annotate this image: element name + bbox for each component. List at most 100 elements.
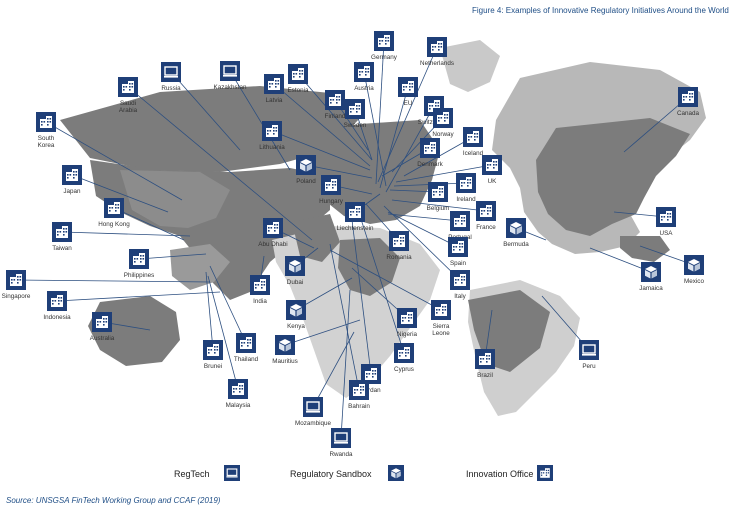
jurisdiction-label: Canada [677,110,700,117]
leader-line-singapore [15,279,211,283]
legend-regtech-label: RegTech [174,469,210,479]
leader-line-jordan [351,219,372,375]
jurisdiction-label: Dubai [287,279,303,286]
jurisdiction-label: Austria [354,85,374,92]
leader-line-latvia [273,83,371,167]
marker-australia: Australia [90,312,115,342]
marker-denmark: Denmark [417,138,444,168]
jurisdiction-label: USA [660,230,674,237]
jurisdiction-label: France [476,224,496,231]
jurisdiction-label: Mexico [684,278,704,285]
marker-canada: Canada [677,87,700,117]
jurisdiction-label: Estonia [287,87,309,94]
jurisdiction-label: Philippines [124,272,154,279]
marker-poland: Poland [296,155,316,185]
leader-line-sierra-leone [329,249,442,311]
jurisdiction-label: Sweden [344,122,367,129]
marker-brazil: Brazil [475,349,495,379]
marker-malaysia: Malaysia [226,379,251,409]
marker-singapore: Singapore [2,270,31,300]
leader-line-cyprus [359,215,405,354]
jurisdiction-label: South [38,135,55,142]
marker-austria: Austria [354,62,374,92]
leader-line-france [391,199,487,212]
legend-innovation-office-label: Innovation Office [466,469,534,479]
marker-estonia: Estonia [287,64,309,94]
marker-sweden: Sweden [344,99,367,129]
jurisdiction-label: Denmark [417,161,443,168]
marker-mexico: Mexico [684,255,704,285]
land-masses [60,40,706,416]
leader-line-switzerland [385,105,435,193]
jurisdiction-label: Kenya [287,323,305,330]
marker-romania: Romania [386,231,412,261]
jurisdiction-label: Leone [432,330,450,337]
jurisdiction-label: Abu Dhabi [258,241,287,248]
marker-hong-kong: Hong Kong [98,198,130,228]
jurisdiction-label: Saudi [120,100,136,107]
leader-line-saudi-arabia [127,86,313,241]
marker-eu: EU [398,77,418,107]
leader-line-kazakhstan [229,70,291,171]
jurisdiction-label: UK [488,178,498,185]
leader-line-mozambique [312,331,355,408]
marker-mauritius: Mauritius [272,335,298,365]
leader-line-taiwan [61,231,191,237]
jurisdiction-label: Brunei [204,363,222,370]
leader-line-estonia [297,73,373,161]
marker-peru: Peru [579,340,599,370]
leader-line-japan [71,174,169,213]
arabia [292,214,340,262]
marker-netherlands: Netherlands [420,37,454,67]
jurisdiction-label: Germany [371,54,398,61]
jurisdiction-label: Arabia [119,107,138,114]
jurisdiction-label: Russia [161,85,181,92]
jurisdiction-label: Lithuania [259,144,285,151]
marker-india: India [250,275,270,305]
jurisdiction-label: Kazakhstan [214,84,247,91]
leader-line-austria [363,71,387,187]
leader-line-jamaica [589,247,652,273]
africa-dark [338,238,400,296]
jurisdiction-label: EU [404,100,413,107]
usa-canada [536,118,690,236]
jurisdiction-label: Hungary [319,198,344,205]
marker-mozambique: Mozambique [295,397,332,427]
leader-line-uk [395,164,493,183]
marker-uk: UK [482,155,502,185]
marker-rwanda: Rwanda [329,428,353,458]
jurisdiction-label: India [253,298,267,305]
marker-usa: USA [656,207,676,237]
leader-line-hong-kong [113,207,185,241]
marker-ireland: Ireland [456,173,476,203]
marker-bahrain: Bahrain [348,380,370,410]
jurisdiction-label: Singapore [2,293,31,300]
regtech-icon [224,465,240,481]
marker-jordan: Jordan [361,364,381,394]
leader-line-lithuania [271,130,371,171]
jurisdiction-label: Taiwan [52,245,72,252]
leader-line-canada [623,96,689,153]
jurisdiction-label: Korea [38,142,55,149]
china [120,170,230,228]
jurisdiction-label: Poland [296,178,316,185]
jurisdiction-markers: GermanyNetherlandsKazakhstanRussiaSaudiA… [2,31,704,458]
marker-iceland: Iceland [463,127,484,157]
regulatory-sandbox-icon [388,465,404,481]
marker-kenya: Kenya [286,300,306,330]
jurisdiction-label: Bermuda [503,241,529,248]
jurisdiction-label: Hong Kong [98,221,130,228]
jurisdiction-label: Latvia [266,97,283,104]
marker-finland: Finland [325,90,346,120]
africa [272,226,440,398]
jurisdiction-label: Indonesia [43,314,71,321]
leader-line-russia [170,71,241,151]
leader-line-thailand [209,265,247,344]
jurisdiction-label: Brazil [477,372,493,379]
leader-line-mauritius [284,319,361,346]
marker-kazakhstan: Kazakhstan [214,61,247,91]
russia [60,86,360,172]
